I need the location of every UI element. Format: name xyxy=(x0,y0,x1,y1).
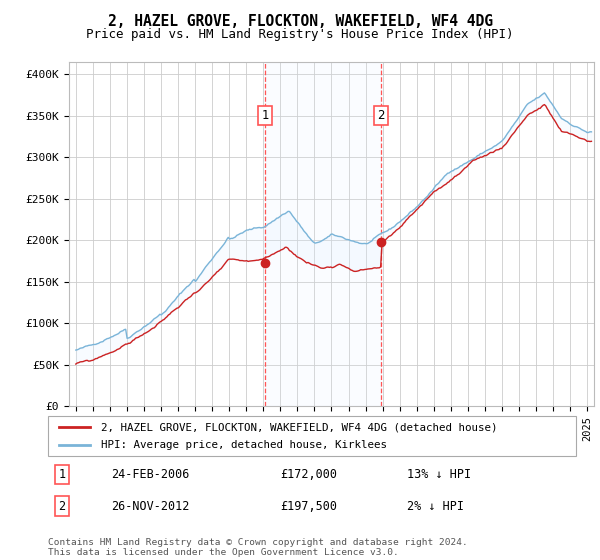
Text: 2: 2 xyxy=(377,109,385,122)
Text: 2% ↓ HPI: 2% ↓ HPI xyxy=(407,500,464,512)
Text: 13% ↓ HPI: 13% ↓ HPI xyxy=(407,468,471,481)
Text: Price paid vs. HM Land Registry's House Price Index (HPI): Price paid vs. HM Land Registry's House … xyxy=(86,28,514,41)
Text: HPI: Average price, detached house, Kirklees: HPI: Average price, detached house, Kirk… xyxy=(101,440,387,450)
Text: 1: 1 xyxy=(262,109,269,122)
Text: Contains HM Land Registry data © Crown copyright and database right 2024.
This d: Contains HM Land Registry data © Crown c… xyxy=(48,538,468,557)
Bar xyxy=(265,62,381,406)
Text: 26-NOV-2012: 26-NOV-2012 xyxy=(112,500,190,512)
Text: 2, HAZEL GROVE, FLOCKTON, WAKEFIELD, WF4 4DG (detached house): 2, HAZEL GROVE, FLOCKTON, WAKEFIELD, WF4… xyxy=(101,422,497,432)
Text: £197,500: £197,500 xyxy=(280,500,337,512)
Text: £172,000: £172,000 xyxy=(280,468,337,481)
Text: 2: 2 xyxy=(59,500,65,512)
Text: 2, HAZEL GROVE, FLOCKTON, WAKEFIELD, WF4 4DG: 2, HAZEL GROVE, FLOCKTON, WAKEFIELD, WF4… xyxy=(107,14,493,29)
Text: 1: 1 xyxy=(59,468,65,481)
Text: 24-FEB-2006: 24-FEB-2006 xyxy=(112,468,190,481)
